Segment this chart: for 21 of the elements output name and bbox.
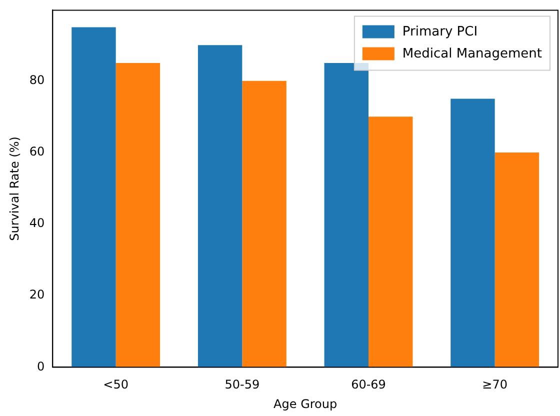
bar [494, 152, 540, 368]
x-axis-title: Age Group [274, 396, 338, 411]
x-tick-label: ≥70 [482, 378, 508, 392]
bar [198, 45, 242, 368]
legend-label: Primary PCI [402, 24, 478, 40]
legend-label: Medical Management [402, 46, 542, 62]
y-tick-label: 40 [29, 216, 45, 230]
y-tick-label: 80 [29, 73, 45, 88]
bar [72, 27, 116, 368]
x-tick-label: <50 [103, 378, 128, 392]
bar [450, 98, 495, 368]
y-axis-title: Survival Rate (%) [7, 136, 22, 241]
y-tick-label: 0 [37, 359, 45, 374]
y-tick-label: 20 [29, 288, 45, 302]
bar [116, 62, 160, 368]
x-tick-label: 60-69 [351, 378, 386, 392]
bar [324, 62, 368, 368]
bar [368, 116, 413, 368]
bar [242, 80, 286, 368]
x-tick-label: 50-59 [224, 378, 260, 392]
y-tick-label: 60 [29, 144, 45, 159]
